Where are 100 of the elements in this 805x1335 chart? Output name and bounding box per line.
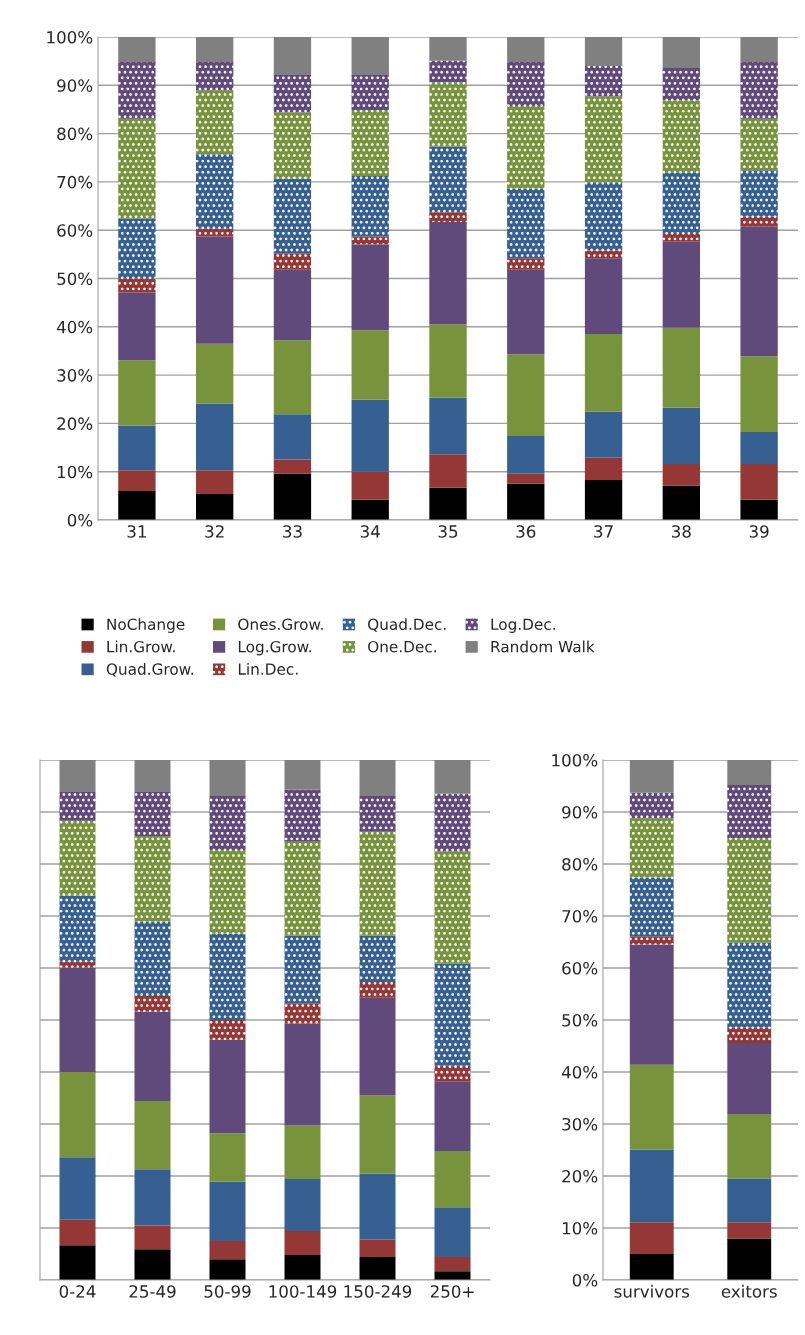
bar bbox=[584, 457, 623, 480]
bar bbox=[359, 935, 396, 983]
bar bbox=[429, 37, 467, 61]
bar bbox=[118, 62, 156, 119]
bar bbox=[351, 330, 389, 400]
bar bbox=[507, 258, 545, 270]
bar bbox=[209, 1133, 246, 1182]
bar bbox=[359, 831, 396, 936]
bar bbox=[727, 760, 772, 785]
bar bbox=[507, 37, 545, 63]
bar bbox=[134, 760, 171, 792]
bar bbox=[134, 1249, 171, 1280]
bar bbox=[629, 936, 674, 945]
bar bbox=[351, 499, 389, 520]
bar bbox=[584, 182, 623, 251]
bar bbox=[662, 463, 700, 486]
bar bbox=[629, 1064, 674, 1150]
bar bbox=[507, 62, 545, 107]
x-tick-label: 32 bbox=[205, 525, 224, 538]
bar bbox=[284, 1179, 321, 1232]
legend-label: One.Dec. bbox=[368, 640, 436, 653]
bar bbox=[359, 1239, 396, 1258]
y-tick-label: 90% bbox=[57, 79, 93, 92]
bar bbox=[134, 996, 171, 1012]
bar bbox=[273, 269, 312, 341]
bar bbox=[209, 1259, 246, 1280]
bar bbox=[59, 791, 96, 821]
bar bbox=[351, 399, 389, 472]
bar bbox=[740, 432, 778, 464]
bar bbox=[507, 435, 545, 474]
y-tick-label: 100% bbox=[552, 753, 598, 767]
bar bbox=[351, 176, 389, 237]
bar bbox=[629, 1254, 674, 1280]
bar bbox=[662, 234, 700, 242]
x-tick-label: 25-49 bbox=[129, 1285, 176, 1298]
y-tick-label: 30% bbox=[562, 1117, 598, 1131]
bar bbox=[273, 459, 312, 474]
bar bbox=[727, 838, 772, 943]
bar bbox=[584, 258, 623, 335]
bar bbox=[507, 483, 545, 520]
bar bbox=[59, 895, 96, 962]
bar bbox=[507, 106, 545, 189]
bar bbox=[209, 933, 246, 1020]
bar bbox=[59, 1245, 96, 1280]
legend-label: Log.Grow. bbox=[238, 640, 311, 656]
bar bbox=[284, 1023, 321, 1126]
bar bbox=[662, 100, 700, 173]
x-tick-label: exitors bbox=[721, 1284, 777, 1298]
x-tick-label: 34 bbox=[360, 525, 380, 538]
bar bbox=[629, 877, 674, 937]
x-tick-label: 37 bbox=[594, 525, 613, 538]
bar bbox=[196, 493, 234, 520]
bar bbox=[584, 96, 623, 183]
bar bbox=[273, 253, 312, 270]
bar bbox=[727, 1114, 772, 1179]
bar bbox=[134, 791, 171, 836]
bar bbox=[209, 760, 246, 796]
y-tick-label: 10% bbox=[562, 1221, 598, 1235]
bar bbox=[740, 356, 778, 433]
bar bbox=[284, 760, 321, 790]
bar bbox=[209, 1039, 246, 1134]
bar bbox=[429, 397, 467, 455]
x-tick-label: survivors bbox=[614, 1284, 690, 1298]
y-tick-label: 50% bbox=[562, 1013, 598, 1027]
bar bbox=[740, 170, 778, 217]
bar bbox=[118, 278, 156, 293]
bar bbox=[429, 487, 467, 520]
bar bbox=[196, 228, 234, 237]
bar bbox=[434, 1257, 471, 1272]
legend-label: Lin.Dec. bbox=[238, 663, 298, 675]
legend-label: NoChange bbox=[107, 618, 185, 633]
bar bbox=[134, 1011, 171, 1102]
bar bbox=[434, 1065, 471, 1082]
y-tick-label: 50% bbox=[57, 272, 93, 286]
x-tick-label: 39 bbox=[749, 525, 769, 538]
bar bbox=[209, 1181, 246, 1241]
bar bbox=[584, 334, 623, 412]
bar bbox=[59, 967, 96, 1072]
bar bbox=[740, 216, 778, 227]
bar bbox=[134, 835, 171, 922]
bar bbox=[59, 820, 96, 896]
bar bbox=[273, 473, 312, 520]
bar bbox=[284, 1125, 321, 1180]
y-tick-label: 60% bbox=[57, 224, 93, 237]
bar bbox=[196, 37, 234, 63]
bar bbox=[727, 1238, 772, 1280]
bar bbox=[434, 1081, 471, 1152]
legend-label: Random Walk bbox=[491, 640, 595, 653]
legend-label: Ones.Grow. bbox=[238, 618, 323, 631]
x-tick-label: 35 bbox=[438, 525, 458, 538]
y-tick-label: 30% bbox=[57, 369, 93, 382]
bar bbox=[629, 792, 674, 819]
bar bbox=[629, 944, 674, 1065]
bar bbox=[284, 789, 321, 842]
bar bbox=[196, 470, 234, 494]
bar bbox=[662, 37, 700, 68]
bar bbox=[118, 360, 156, 426]
bar bbox=[134, 1169, 171, 1226]
bar bbox=[273, 74, 312, 113]
y-tick-label: 70% bbox=[57, 175, 93, 189]
